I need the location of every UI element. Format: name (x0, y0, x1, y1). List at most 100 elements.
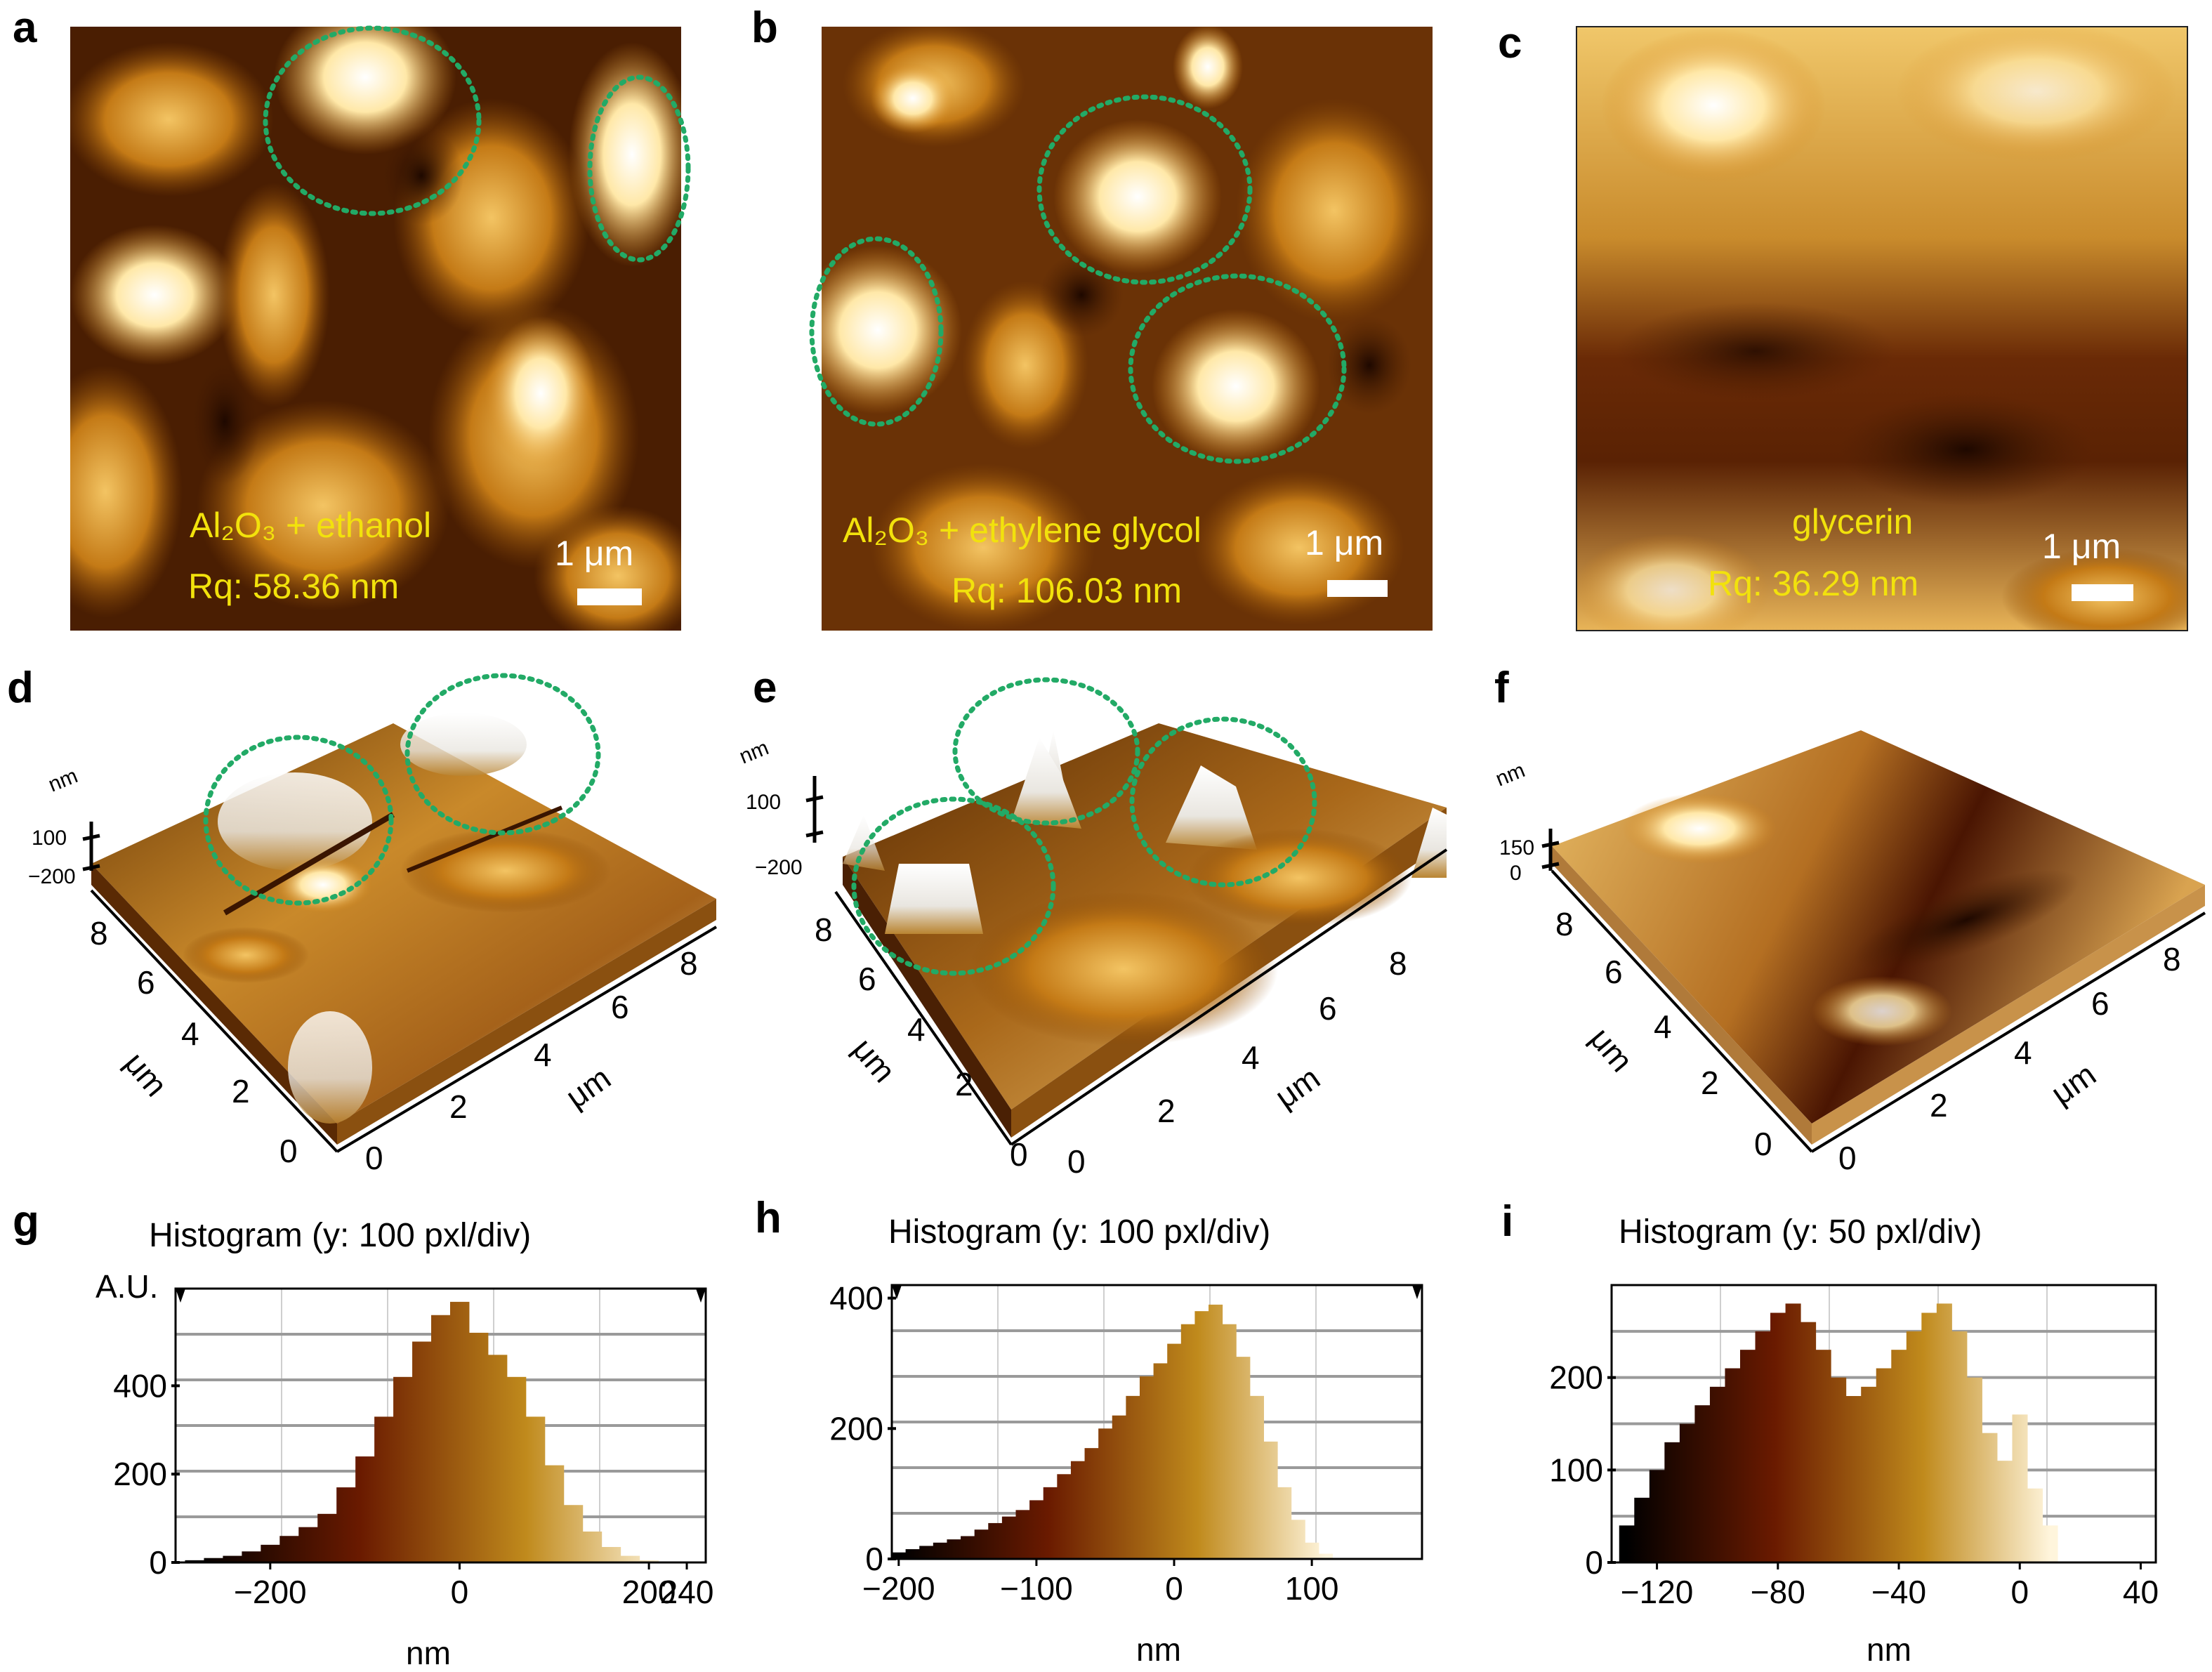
y-tick-d-8: 8 (90, 915, 108, 952)
y-tick-d-4: 4 (181, 1015, 199, 1052)
histogram-bar (582, 1531, 603, 1562)
x-unit-f: μm (2044, 1055, 2102, 1112)
y-tick-f-6: 6 (1605, 954, 1623, 990)
x-tick-e-4: 4 (1242, 1039, 1260, 1076)
histogram-bar (1222, 1324, 1237, 1559)
y-axis-d (90, 889, 338, 1153)
z-unit-f: nm (1492, 758, 1528, 791)
x-tick-label: 240 (660, 1574, 714, 1610)
range-marker-icon (1412, 1285, 1422, 1299)
histogram-bar (1167, 1343, 1182, 1559)
histogram-bar (919, 1546, 934, 1559)
histogram-bar (1634, 1497, 1650, 1562)
histogram-bar (298, 1527, 318, 1562)
histogram-bar (892, 1552, 907, 1559)
z-tick-d-1: 100 (32, 827, 67, 850)
afm-image-c (1576, 27, 2187, 631)
y-tick-f-4: 4 (1654, 1008, 1672, 1045)
histogram-bar (1891, 1350, 1907, 1562)
histogram-bar (1906, 1331, 1922, 1562)
histogram-bar (1785, 1303, 1801, 1562)
z-axis-d (82, 822, 100, 871)
plot-frame (1610, 1284, 2157, 1564)
histogram-bar (317, 1513, 337, 1562)
x-tick-label: −100 (1000, 1570, 1073, 1607)
panel-label-e: e (753, 664, 777, 712)
particle-ring (404, 673, 601, 836)
x-tick-e-6: 6 (1319, 990, 1337, 1027)
histogram-bar (2042, 1525, 2058, 1562)
histogram-bar (933, 1542, 947, 1559)
afm-image-b (822, 27, 1433, 631)
y-tick-d-0: 0 (279, 1133, 298, 1169)
histogram-bar (947, 1539, 961, 1559)
histogram-bar (563, 1505, 584, 1562)
x-tick-f-0: 0 (1838, 1140, 1857, 1176)
histogram-title-i: Histogram (y: 50 pxl/div) (1619, 1213, 1982, 1251)
histogram-bar (1831, 1377, 1847, 1562)
particle-ring (1036, 94, 1253, 285)
histogram-bar (1755, 1331, 1771, 1562)
histogram-bar (1098, 1428, 1113, 1559)
y-tick-e-2: 2 (955, 1066, 973, 1102)
x-tick-e-8: 8 (1389, 945, 1407, 982)
scale-bar-c (2072, 584, 2133, 601)
panel-label-h: h (755, 1194, 782, 1242)
y-tick-d-2: 2 (232, 1073, 250, 1110)
particle-ring (587, 74, 691, 263)
histogram-bar (185, 1560, 204, 1562)
histogram-bar (1815, 1350, 1831, 1562)
y-tick-e-4: 4 (907, 1011, 926, 1048)
histogram-bar (1982, 1433, 1998, 1562)
histogram-i: 200 100 0 −120 −80 −40 0 40 (1549, 1284, 2159, 1610)
y-tick-label: 200 (113, 1456, 167, 1492)
histogram-bar (1770, 1312, 1786, 1562)
histogram-bar (1180, 1324, 1195, 1559)
histogram-bar (261, 1544, 280, 1562)
histogram-bar (1153, 1363, 1168, 1559)
particle-ring (203, 735, 394, 906)
particle-ring (263, 25, 482, 216)
y-axis-e (834, 890, 1013, 1146)
surface-3d-f (1552, 730, 2205, 1145)
histogram-bar (1936, 1303, 1952, 1562)
histogram-bar (1263, 1441, 1278, 1559)
histogram-xlabel-h: nm (1136, 1631, 1181, 1668)
histogram-bar (620, 1555, 640, 1562)
y-tick-label: 200 (1549, 1360, 1603, 1396)
y-unit-d: μm (117, 1045, 175, 1103)
histogram-bar (1709, 1386, 1725, 1562)
histogram-bar (1249, 1395, 1264, 1559)
histogram-bar (1739, 1350, 1756, 1562)
y-unit-e: μm (845, 1031, 903, 1089)
y-tick-label: 200 (829, 1410, 883, 1447)
x-tick-label: −120 (1621, 1574, 1694, 1610)
panel-label-b: b (751, 4, 778, 52)
histogram-bar (2027, 1488, 2043, 1562)
x-tick-label: −200 (862, 1570, 935, 1607)
histogram-bar (1139, 1376, 1154, 1559)
z-axis-f (1541, 829, 1560, 871)
x-tick-label: −80 (1751, 1574, 1805, 1610)
particle-ring (952, 677, 1140, 826)
y-tick-e-8: 8 (815, 911, 833, 948)
histogram-bar (204, 1558, 223, 1562)
histogram-bar (1845, 1396, 1862, 1562)
z-unit-d: nm (45, 764, 81, 796)
z-axis-e (805, 776, 824, 843)
x-tick-label: −200 (234, 1574, 307, 1610)
histogram-bar (1236, 1357, 1251, 1559)
y-tick-label: 0 (1585, 1544, 1603, 1581)
x-tick-label: 200 (622, 1574, 676, 1610)
roughness-label-c: Rq: 36.29 nm (1708, 564, 1918, 603)
scale-bar-label-c: 1 μm (2042, 527, 2121, 566)
y-tick-f-0: 0 (1754, 1126, 1772, 1162)
histogram-bar (1057, 1474, 1072, 1559)
x-tick-label: 0 (451, 1574, 469, 1610)
histogram-bar (1029, 1500, 1044, 1559)
histogram-bar (1679, 1423, 1695, 1562)
histogram-bar (1664, 1442, 1680, 1562)
histogram-bar (1112, 1415, 1126, 1559)
